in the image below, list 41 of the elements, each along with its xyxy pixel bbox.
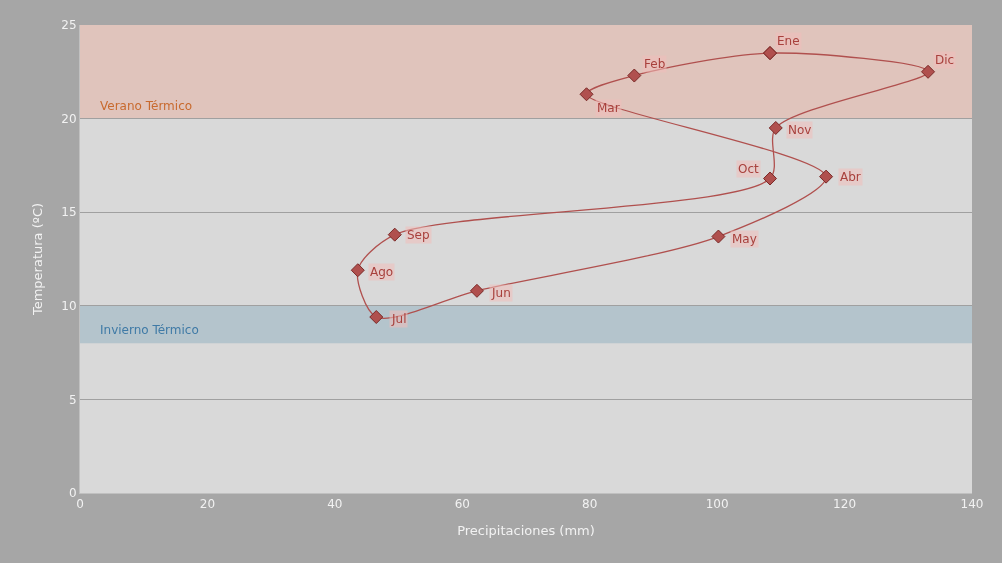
annotation: Abr <box>840 170 861 184</box>
point <box>921 64 936 79</box>
y-tick-label: 20 <box>61 111 77 126</box>
annotation: Ene <box>777 34 800 48</box>
band-label: Verano Térmico <box>100 99 193 113</box>
point <box>579 87 594 102</box>
y-axis-title: Temperatura (ºC) <box>30 202 46 317</box>
annotation: Sep <box>407 228 430 242</box>
annotation: Nov <box>788 123 812 137</box>
point <box>711 229 726 244</box>
point <box>350 263 365 278</box>
y-tick-label: 0 <box>68 486 77 501</box>
annotation: Oct <box>738 162 760 176</box>
point <box>627 68 642 83</box>
annotation: Jul <box>391 312 407 326</box>
x-tick-label: 40 <box>327 497 343 512</box>
x-tick-label: 60 <box>454 497 470 512</box>
annotation: Ago <box>370 265 394 279</box>
point <box>369 310 384 325</box>
y-tick-label: 10 <box>61 299 77 313</box>
x-tick-label: 140 <box>960 497 984 512</box>
x-tick-label: 20 <box>199 497 216 512</box>
y-tick-label: 5 <box>68 392 77 407</box>
point <box>469 283 484 298</box>
point <box>768 120 783 135</box>
annotation: Mar <box>597 101 620 115</box>
point <box>763 171 778 186</box>
point <box>387 227 402 242</box>
y-tick-label: 15 <box>61 205 77 220</box>
annotation: Jun <box>491 286 511 300</box>
band-label: Invierno Térmico <box>100 323 199 337</box>
x-axis-title: Precipitaciones (mm) <box>457 523 595 538</box>
point <box>819 169 834 184</box>
y-tick-label: 25 <box>61 18 77 33</box>
annotation: Feb <box>644 57 666 71</box>
x-tick-label: 80 <box>582 497 598 512</box>
annotation: May <box>732 232 757 246</box>
x-tick-label: 100 <box>705 497 729 512</box>
x-tick-label: 120 <box>833 497 857 512</box>
point <box>763 46 778 61</box>
annotation: Dic <box>935 53 955 67</box>
